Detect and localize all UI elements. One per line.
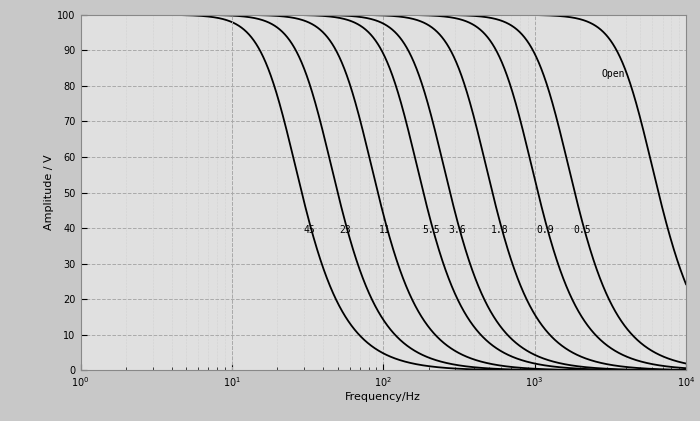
Text: 1.8: 1.8 bbox=[491, 225, 508, 234]
Text: 3.6: 3.6 bbox=[449, 225, 466, 234]
Text: 45: 45 bbox=[303, 225, 315, 234]
Text: 11: 11 bbox=[379, 225, 391, 234]
Text: 0.5: 0.5 bbox=[573, 225, 591, 234]
Text: Open: Open bbox=[601, 69, 625, 79]
X-axis label: Frequency/Hz: Frequency/Hz bbox=[345, 392, 421, 402]
Text: 23: 23 bbox=[339, 225, 351, 234]
Y-axis label: Amplitude / V: Amplitude / V bbox=[45, 155, 55, 230]
Text: 0.9: 0.9 bbox=[536, 225, 554, 234]
Text: 5.5: 5.5 bbox=[422, 225, 440, 234]
